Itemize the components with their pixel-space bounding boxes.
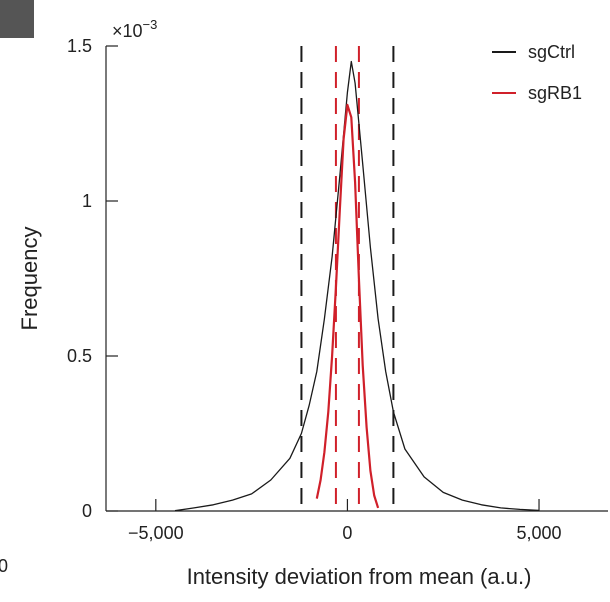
- axes: 0 0.5 1 1.5 −5,000 0 5,000 ×10−3: [67, 17, 608, 543]
- x-axis-title: Intensity deviation from mean (a.u.): [187, 564, 532, 589]
- y-tick-label: 1: [82, 191, 92, 211]
- series-lines: [174, 60, 540, 512]
- x-tick-label: 0: [342, 523, 352, 543]
- y-tick-label: 0: [82, 501, 92, 521]
- y-multiplier-label: ×10−3: [112, 17, 157, 41]
- legend-label-sgCtrl: sgCtrl: [528, 42, 575, 62]
- x-tick-label: 5,000: [516, 523, 561, 543]
- y-tick-label: 0.5: [67, 346, 92, 366]
- legend-label-sgRB1: sgRB1: [528, 83, 582, 103]
- clipped-tick-label: 0: [0, 556, 9, 576]
- legend: sgCtrl sgRB1: [492, 42, 582, 103]
- y-axis-title: Frequency: [17, 227, 42, 331]
- series-line-sgCtrl: [174, 60, 540, 512]
- panel-label-block: [0, 0, 34, 38]
- axis-labels: Intensity deviation from mean (a.u.) Freq…: [17, 227, 531, 589]
- y-tick-label: 1.5: [67, 36, 92, 56]
- threshold-lines: [300, 46, 395, 511]
- series-line-sgRB1: [315, 103, 380, 509]
- x-tick-label: −5,000: [128, 523, 184, 543]
